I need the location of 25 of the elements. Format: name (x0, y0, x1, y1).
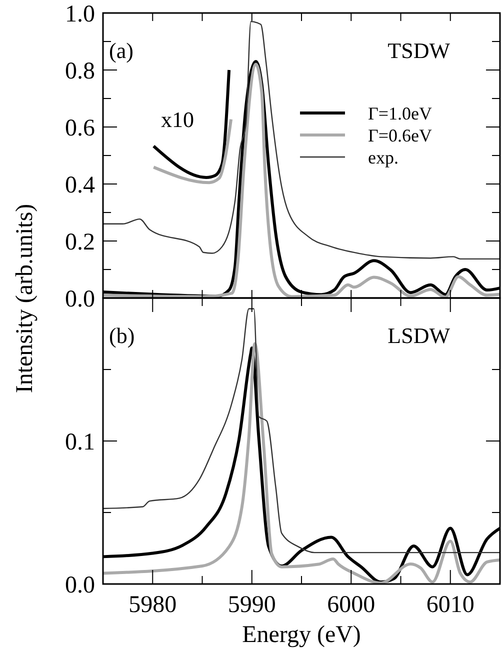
line-series (152, 68, 231, 179)
x-axis-title: Energy (eV) (242, 622, 361, 648)
y-tick-label: 0.0 (65, 286, 95, 312)
y-axis-title: Intensity (arb.units) (12, 204, 38, 394)
y-tick-label: 1.0 (65, 1, 95, 28)
legend-label: exp. (368, 147, 398, 168)
x-tick-label: 6000 (327, 592, 376, 618)
line-series (102, 20, 501, 260)
annotation: x10 (161, 107, 194, 132)
y-tick-label: 0.8 (65, 58, 95, 84)
annotation: (b) (109, 323, 135, 348)
legend-label: Γ=1.0eV (368, 103, 432, 124)
annotation: LSDW (388, 323, 450, 348)
x-tick-label: 5990 (228, 592, 276, 618)
y-tick-label: 0.0 (65, 572, 95, 598)
y-tick-label: 0.6 (65, 115, 95, 142)
y-tick-label: 0.1 (65, 429, 95, 456)
annotation: TSDW (388, 38, 450, 63)
y-tick-label: 0.2 (65, 229, 95, 256)
legend-label: Γ=0.6eV (368, 125, 432, 146)
annotation: (a) (109, 38, 134, 63)
x-tick-label: 6010 (426, 592, 474, 618)
line-series (102, 308, 501, 554)
x-tick-label: 5980 (128, 592, 177, 618)
y-tick-label: 0.4 (65, 172, 95, 198)
